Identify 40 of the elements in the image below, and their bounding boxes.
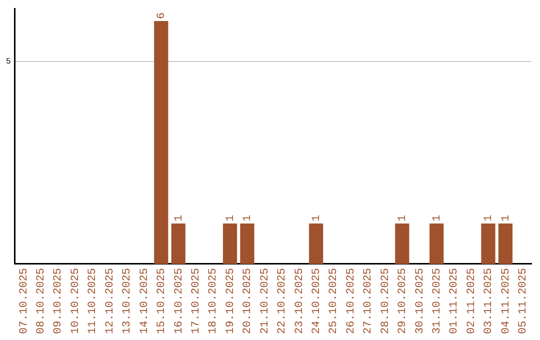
x-tick-label: 25.10.2025 [328, 268, 340, 334]
data-label: 1 [397, 214, 410, 222]
x-tick-label: 28.10.2025 [380, 268, 392, 334]
data-label: 1 [483, 214, 496, 222]
x-tick-label: 05.11.2025 [518, 268, 530, 334]
x-tick-label: 23.10.2025 [294, 268, 306, 334]
x-tick-label: 02.11.2025 [466, 268, 478, 334]
x-tick-label: 13.10.2025 [122, 268, 134, 334]
x-tick-label: 01.11.2025 [448, 268, 461, 334]
x-tick-label: 22.10.2025 [276, 268, 289, 334]
data-label: 1 [500, 214, 512, 222]
x-tick-label: 19.10.2025 [224, 268, 237, 334]
x-tick-label: 12.10.2025 [104, 268, 116, 334]
x-tick-label: 08.10.2025 [36, 268, 48, 334]
x-tick-label: 17.10.2025 [190, 268, 202, 334]
data-label: 1 [431, 214, 444, 222]
x-tick-label: 18.10.2025 [208, 268, 220, 334]
data-label: 1 [242, 214, 254, 222]
data-label: 1 [224, 214, 237, 222]
x-tick-label: 21.10.2025 [259, 268, 272, 334]
x-tick-label: 15.10.2025 [156, 268, 168, 334]
x-tick-label: 24.10.2025 [310, 268, 323, 334]
x-tick-label: 14.10.2025 [138, 268, 151, 334]
data-label: 1 [310, 214, 323, 222]
data-label: 6 [156, 12, 168, 19]
y-tick-label: 5 [6, 58, 11, 67]
x-tick-label: 09.10.2025 [52, 268, 65, 334]
x-tick-label: 16.10.2025 [173, 268, 186, 334]
x-tick-label: 31.10.2025 [431, 268, 444, 334]
x-tick-label: 26.10.2025 [345, 268, 358, 334]
data-label: 1 [173, 214, 186, 222]
x-tick-label: 11.10.2025 [87, 268, 100, 334]
x-tick-label: 03.11.2025 [483, 268, 496, 334]
x-tick-label: 30.10.2025 [414, 268, 426, 334]
x-tick-label: 07.10.2025 [18, 268, 30, 334]
x-tick-label: 29.10.2025 [397, 268, 410, 334]
x-tick-label: 04.11.2025 [500, 268, 512, 334]
x-tick-label: 27.10.2025 [362, 268, 375, 334]
x-tick-label: 10.10.2025 [70, 268, 82, 334]
x-tick-label: 20.10.2025 [242, 268, 254, 334]
